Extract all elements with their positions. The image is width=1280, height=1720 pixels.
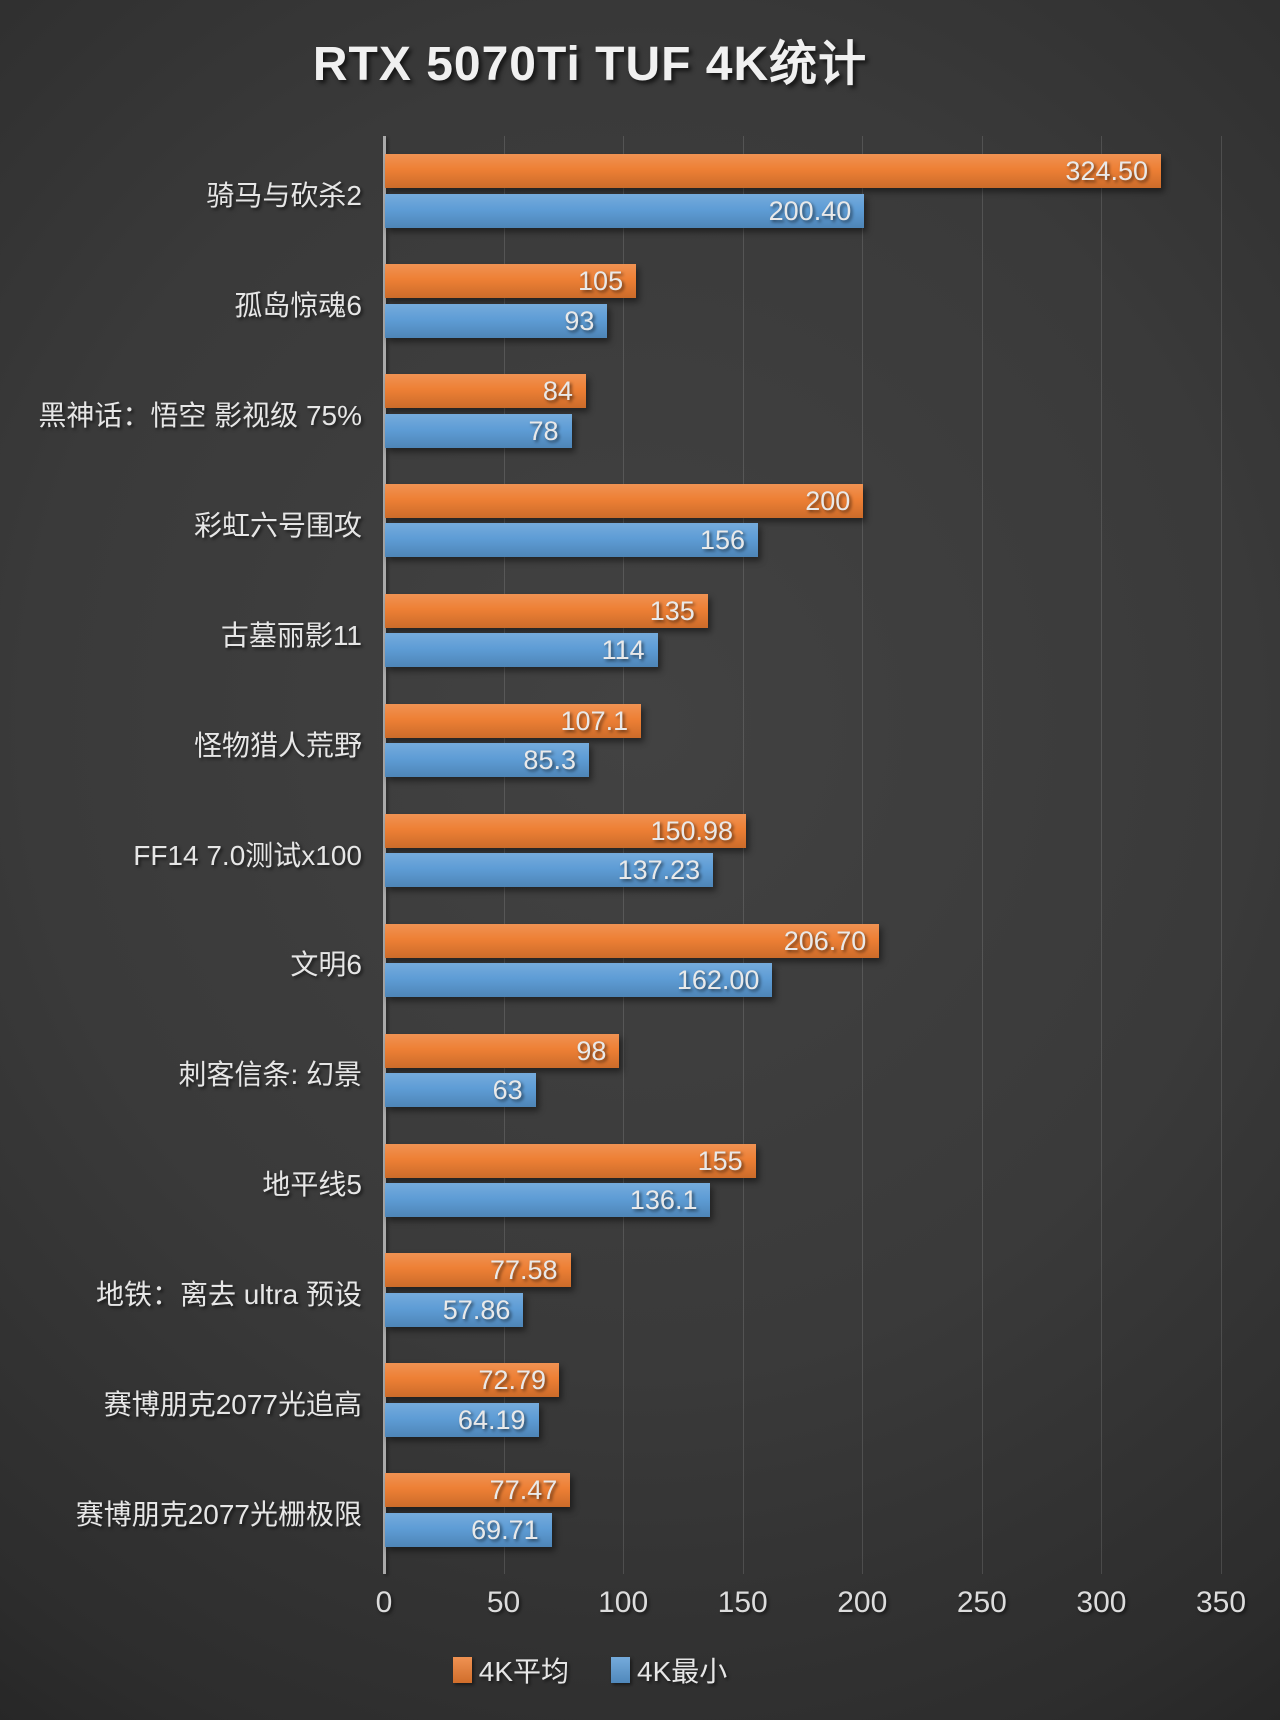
category-label: 刺客信条: 幻景 xyxy=(178,1059,362,1091)
category-label: 骑马与砍杀2 xyxy=(206,179,362,211)
bar-4k-avg: 206.70 xyxy=(385,923,880,958)
bar-value-label: 64.19 xyxy=(457,1404,526,1435)
category-label: 文明6 xyxy=(290,949,362,981)
bar-4k-min: 78 xyxy=(385,413,572,448)
bar-value-label: 77.58 xyxy=(489,1255,558,1286)
chart-legend: 4K平均 4K最小 xyxy=(0,1650,1180,1690)
category-label: 赛博朋克2077光栅极限 xyxy=(75,1499,362,1531)
category-label: 孤岛惊魂6 xyxy=(234,289,362,321)
category-label: 彩虹六号围攻 xyxy=(193,509,362,541)
bar-4k-avg: 105 xyxy=(385,264,637,299)
bar-4k-min: 93 xyxy=(385,303,608,338)
bar-4k-avg: 84 xyxy=(385,374,586,409)
category-label: 地平线5 xyxy=(262,1169,362,1201)
bar-4k-min: 85.3 xyxy=(385,743,589,778)
bar-4k-avg: 77.47 xyxy=(385,1473,571,1508)
category-label: 怪物猎人荒野 xyxy=(193,729,362,761)
bar-value-label: 84 xyxy=(542,376,573,407)
bar-4k-avg: 135 xyxy=(385,593,708,628)
bar-4k-avg: 155 xyxy=(385,1143,756,1178)
bar-value-label: 162.00 xyxy=(676,965,760,996)
bar-4k-min: 114 xyxy=(385,633,658,668)
bar-value-label: 78 xyxy=(528,415,559,446)
bar-4k-avg: 98 xyxy=(385,1033,620,1068)
bar-4k-avg: 72.79 xyxy=(385,1363,560,1398)
bar-value-label: 150.98 xyxy=(650,815,734,846)
gridline xyxy=(862,136,864,1574)
bar-value-label: 85.3 xyxy=(523,745,576,776)
bar-4k-min: 200.40 xyxy=(385,193,865,228)
x-tick-label: 300 xyxy=(1076,1586,1127,1619)
gridline xyxy=(1101,136,1103,1574)
x-tick-label: 0 xyxy=(375,1586,393,1619)
bar-value-label: 72.79 xyxy=(478,1365,547,1396)
bar-4k-avg: 200 xyxy=(385,483,864,518)
bar-value-label: 200 xyxy=(805,485,851,516)
bar-4k-min: 162.00 xyxy=(385,963,773,998)
category-label: 黑神话：悟空 影视级 75% xyxy=(38,399,362,431)
bar-value-label: 156 xyxy=(700,525,746,556)
category-label: 赛博朋克2077光追高 xyxy=(103,1389,362,1421)
y-axis-line xyxy=(382,136,386,1574)
bar-4k-min: 64.19 xyxy=(385,1402,539,1437)
bar-value-label: 57.86 xyxy=(442,1294,511,1325)
legend-label-4k-min: 4K最小 xyxy=(637,1656,728,1687)
gridline xyxy=(981,136,983,1574)
legend-item-4k-avg: 4K平均 xyxy=(452,1650,569,1690)
bar-4k-min: 63 xyxy=(385,1073,536,1108)
bar-value-label: 206.70 xyxy=(783,925,867,956)
bar-value-label: 107.1 xyxy=(560,705,629,736)
bar-4k-avg: 324.50 xyxy=(385,154,1162,189)
bar-4k-min: 156 xyxy=(385,523,759,558)
bar-value-label: 69.71 xyxy=(471,1514,539,1545)
bar-4k-avg: 150.98 xyxy=(385,813,747,848)
category-label: 地铁：离去 ultra 预设 xyxy=(95,1279,362,1311)
bar-value-label: 98 xyxy=(576,1035,607,1066)
bar-4k-avg: 107.1 xyxy=(385,703,642,738)
bar-value-label: 136.1 xyxy=(629,1185,698,1216)
bar-4k-min: 57.86 xyxy=(385,1292,524,1327)
x-tick-label: 100 xyxy=(598,1586,649,1619)
gridline xyxy=(1221,136,1222,1574)
bar-value-label: 77.47 xyxy=(489,1475,558,1506)
bar-value-label: 155 xyxy=(697,1145,743,1176)
bar-4k-min: 137.23 xyxy=(385,853,714,888)
legend-swatch-4k-min-icon xyxy=(611,1657,630,1683)
bar-value-label: 63 xyxy=(492,1075,523,1106)
gridline xyxy=(742,136,744,1574)
category-label: 古墓丽影11 xyxy=(220,619,362,651)
x-tick-label: 250 xyxy=(956,1586,1007,1619)
x-tick-label: 350 xyxy=(1195,1586,1247,1619)
bar-value-label: 200.40 xyxy=(768,195,852,226)
bar-4k-min: 69.71 xyxy=(385,1512,552,1547)
x-tick-label: 200 xyxy=(837,1586,888,1619)
x-tick-label: 150 xyxy=(717,1586,768,1619)
legend-item-4k-min: 4K最小 xyxy=(611,1650,727,1690)
bar-value-label: 93 xyxy=(564,305,595,336)
legend-swatch-4k-avg-icon xyxy=(452,1657,472,1683)
bar-4k-min: 136.1 xyxy=(385,1183,711,1218)
bar-value-label: 105 xyxy=(578,266,624,297)
x-tick-label: 50 xyxy=(486,1586,521,1619)
legend-label-4k-avg: 4K平均 xyxy=(478,1656,569,1687)
bar-value-label: 114 xyxy=(601,635,645,666)
category-label: FF14 7.0测试x100 xyxy=(133,839,362,871)
bar-4k-avg: 77.58 xyxy=(385,1253,571,1288)
bar-value-label: 137.23 xyxy=(617,855,701,886)
chart-title: RTX 5070Ti TUF 4K统计 xyxy=(312,38,868,91)
bar-value-label: 324.50 xyxy=(1065,156,1149,187)
bar-value-label: 135 xyxy=(649,595,695,626)
chart-title-area: RTX 5070Ti TUF 4K统计 xyxy=(0,24,1180,94)
